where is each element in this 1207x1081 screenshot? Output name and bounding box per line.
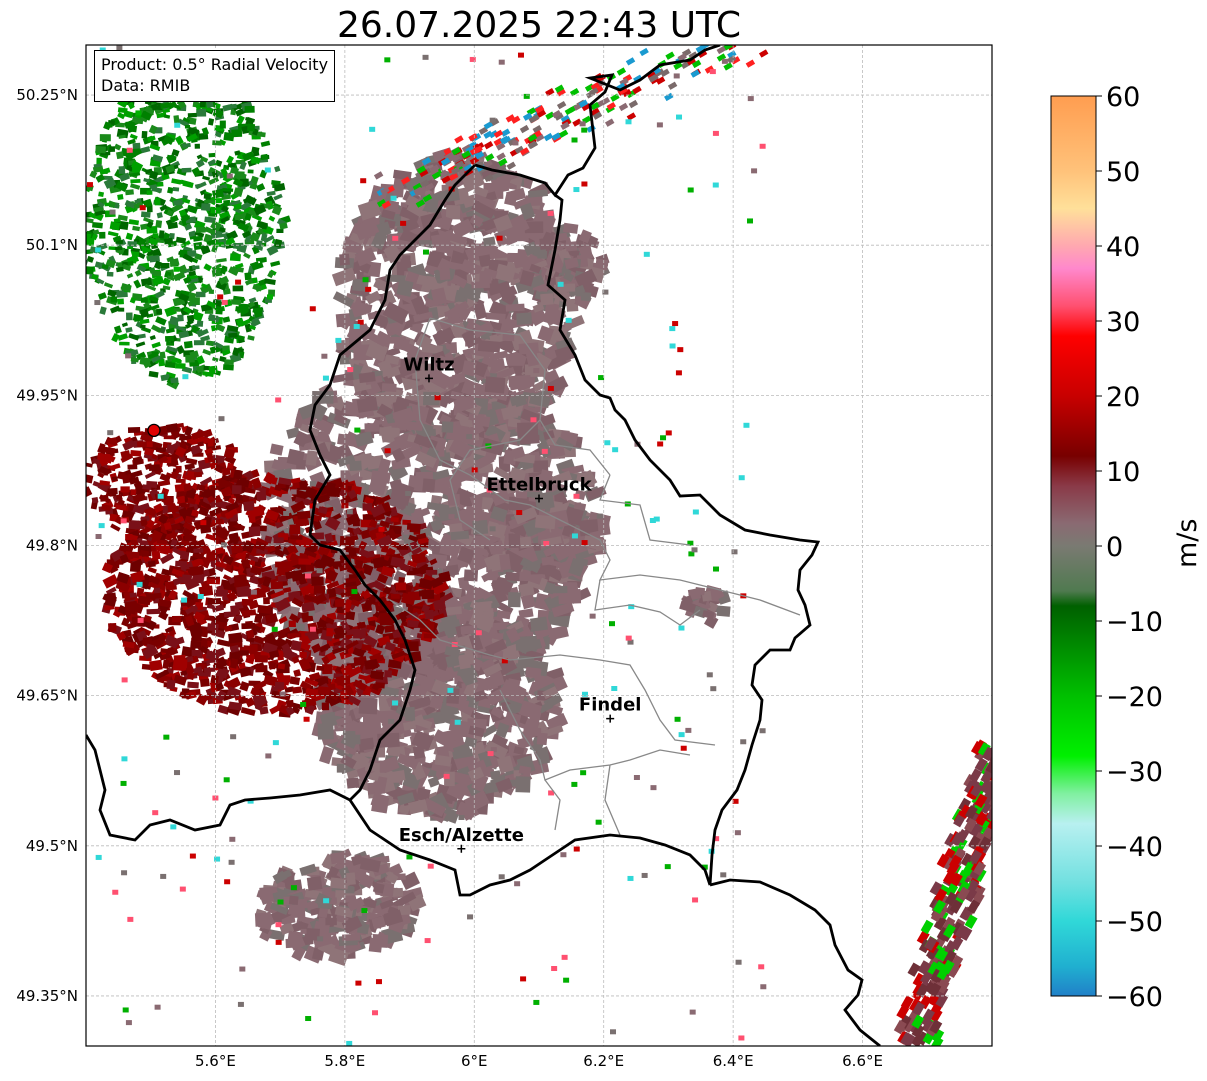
lat-tick-label: 50.1°N	[26, 236, 78, 254]
data-source-label: Data: RMIB	[101, 76, 191, 95]
lon-tick-label: 5.6°E	[195, 1052, 236, 1070]
city-label: Ettelbruck	[486, 474, 592, 495]
colorbar-tick-label: −30	[1106, 757, 1163, 788]
product-label: Product: 0.5° Radial Velocity	[101, 55, 329, 74]
colorbar-tick-label: 60	[1106, 82, 1140, 113]
lon-tick-label: 6.2°E	[583, 1052, 624, 1070]
country-border-east	[709, 878, 881, 1046]
colorbar-tick-label: −40	[1106, 832, 1163, 863]
colorbar-ticks: 60 50 40 30 20 10 0 −10 −20 −30 −40 −50 −60	[1096, 82, 1163, 1013]
city-label: Wiltz	[403, 354, 454, 375]
colorbar-tick-label: 40	[1106, 232, 1140, 263]
lat-tick-label: 50.25°N	[16, 86, 78, 104]
colorbar-tick-label: 20	[1106, 382, 1140, 413]
colorbar-tick-label: 30	[1106, 307, 1140, 338]
lat-tick-label: 49.5°N	[26, 837, 78, 855]
city-marker	[424, 374, 433, 383]
lon-tick-label: 6.6°E	[842, 1052, 883, 1070]
colorbar-tick-label: 50	[1106, 157, 1140, 188]
colorbar-unit-label: m/s	[1172, 518, 1203, 568]
lon-tick-label: 5.8°E	[324, 1052, 365, 1070]
lat-tick-label: 49.95°N	[16, 386, 78, 404]
colorbar: 60 50 40 30 20 10 0 −10 −20 −30 −40 −50 −60	[1050, 82, 1163, 1013]
grid-lines	[86, 45, 992, 1046]
city-label: Findel	[579, 695, 642, 716]
city-marker	[535, 494, 543, 503]
map-frame	[85, 44, 993, 1047]
city-marker	[606, 714, 615, 723]
map-panel[interactable]: Wiltz Ettelbruck Findel Esch/Alzette	[80, 31, 1018, 1051]
radar-location-dot	[147, 423, 161, 438]
lat-tick-label: 49.35°N	[16, 987, 78, 1005]
lat-tick-label: 49.8°N	[26, 537, 78, 555]
radar-echo-layer	[86, 45, 992, 1046]
longitude-axis: 5.6°E 5.8°E 6°E 6.2°E 6.4°E 6.6°E	[195, 1052, 883, 1070]
colorbar-tick-label: 0	[1106, 532, 1123, 563]
country-border-west	[86, 734, 351, 842]
map-title: 26.07.2025 22:43 UTC	[336, 5, 742, 46]
city-marker	[457, 844, 466, 853]
lat-tick-label: 49.65°N	[16, 687, 78, 705]
boundaries	[86, 45, 881, 1046]
colorbar-tick-label: −20	[1106, 682, 1163, 713]
lon-tick-label: 6.4°E	[713, 1052, 754, 1070]
city-markers: Wiltz Ettelbruck Findel Esch/Alzette	[399, 354, 642, 853]
product-info-box: Product: 0.5° Radial Velocity Data: RMIB	[94, 50, 336, 102]
country-border-luxembourg	[308, 45, 821, 897]
latitude-axis: 50.25°N 50.1°N 49.95°N 49.8°N 49.65°N 49.5°N 4…	[16, 86, 78, 1005]
colorbar-tick-label: −10	[1106, 607, 1163, 638]
colorbar-tick-label: 10	[1106, 457, 1140, 488]
city-label: Esch/Alzette	[399, 825, 524, 846]
radar-site-marker	[147, 423, 161, 438]
lon-tick-label: 6°E	[461, 1052, 488, 1070]
canton-boundaries	[389, 317, 801, 836]
colorbar-tick-label: −60	[1106, 982, 1163, 1013]
colorbar-tick-label: −50	[1106, 907, 1163, 938]
